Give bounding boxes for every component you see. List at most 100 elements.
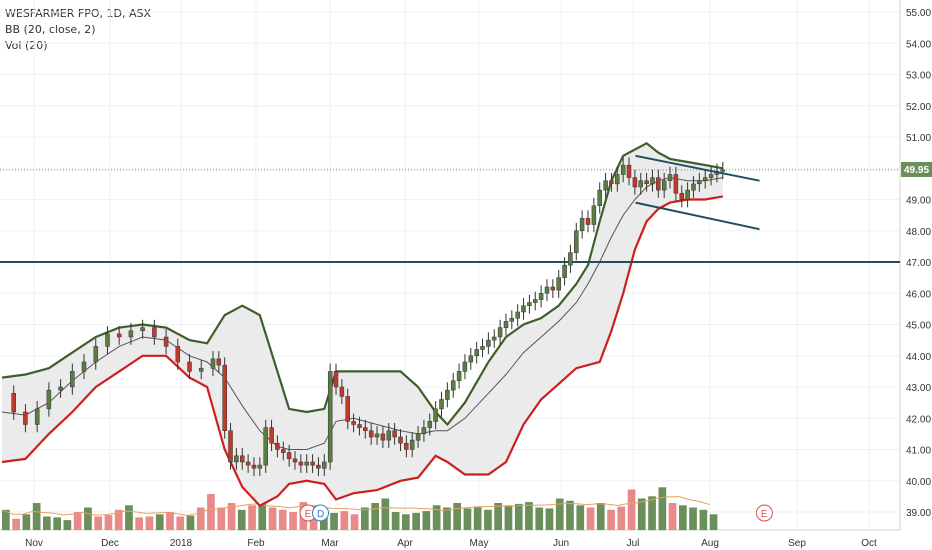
- candle-body: [538, 293, 544, 300]
- candle-body: [480, 346, 485, 350]
- volume-bar: [186, 515, 195, 530]
- candle-body: [468, 355, 474, 363]
- legend-symbol[interactable]: WESFARMER FPO, 1D, ASX: [5, 7, 151, 20]
- y-tick-label: 39.00: [906, 508, 931, 519]
- event-marker-label: E: [761, 509, 768, 520]
- candle-body: [533, 299, 538, 303]
- candle-body: [58, 386, 63, 391]
- dividend-marker: [312, 504, 329, 522]
- volume-bar: [504, 505, 513, 531]
- horizontal-levels[interactable]: [0, 169, 900, 263]
- candle-body: [333, 371, 339, 388]
- chart-legend: WESFARMER FPO, 1D, ASX BB (20, close, 2)…: [5, 6, 151, 54]
- volume-ma-line: [1, 496, 710, 516]
- candle-body: [439, 399, 444, 410]
- y-tick-label: 40.00: [906, 477, 931, 488]
- volume-bar: [473, 506, 482, 530]
- candle-body: [292, 458, 298, 463]
- candle-body: [245, 461, 251, 466]
- candle-body: [128, 330, 134, 338]
- candle-body: [656, 177, 661, 191]
- volume-bar: [648, 496, 656, 531]
- candle-body: [163, 336, 169, 347]
- candle-body: [644, 180, 649, 185]
- volume-bar: [679, 505, 687, 531]
- volume-bar: [104, 515, 113, 530]
- trendlines[interactable]: [635, 154, 760, 231]
- time-axis[interactable]: Nov Dec 2018 Feb Mar Apr May Jun Jul Aug Sep Oct: [25, 538, 877, 549]
- volume-bar: [463, 508, 472, 530]
- candle-body: [409, 439, 415, 450]
- candle-body: [374, 433, 380, 438]
- candle-body: [427, 421, 433, 428]
- volume-bar: [381, 498, 390, 530]
- candle-body: [574, 230, 579, 253]
- candle-body: [269, 427, 274, 444]
- candle-body: [562, 264, 567, 278]
- candle-body: [597, 189, 602, 206]
- volume-bar: [658, 487, 667, 531]
- volume-bar: [330, 512, 338, 530]
- candle-body: [685, 189, 690, 200]
- volume-bar: [63, 520, 72, 530]
- candle-body: [497, 327, 503, 338]
- candle-body: [433, 408, 438, 422]
- volume-bar: [32, 503, 41, 530]
- volume-bar: [535, 507, 544, 530]
- x-tick-label: 2018: [170, 538, 193, 549]
- candle-body: [70, 371, 75, 388]
- volume-bar: [84, 507, 92, 530]
- candle-body: [462, 361, 468, 372]
- x-tick-label: Aug: [701, 538, 719, 549]
- volume-bar: [617, 506, 626, 530]
- x-tick-label: Mar: [321, 538, 339, 549]
- candle-body: [368, 430, 374, 438]
- legend-vol[interactable]: Vol (20): [5, 39, 48, 52]
- volume-bar: [12, 518, 20, 531]
- x-tick-label: Sep: [788, 538, 806, 549]
- volume-bar: [207, 494, 215, 530]
- candle-body: [691, 183, 696, 191]
- candle-body: [603, 180, 608, 191]
- candle-body: [46, 389, 52, 410]
- volume-bar: [94, 516, 102, 530]
- y-tick-label: 45.00: [906, 321, 931, 332]
- candle-body: [620, 164, 626, 175]
- volume-bar: [155, 514, 164, 530]
- bb-basis-line: [1, 177, 723, 450]
- candle-body: [503, 321, 509, 328]
- candle-body: [304, 461, 309, 466]
- candle-body: [216, 358, 222, 366]
- y-tick-label: 41.00: [906, 446, 931, 457]
- candle-body: [697, 180, 702, 185]
- candle-body: [392, 430, 397, 438]
- candle-body: [421, 427, 427, 435]
- volume-bar: [432, 505, 441, 531]
- candle-body: [316, 464, 321, 469]
- candle-body: [23, 411, 28, 425]
- price-axis[interactable]: 55.0054.0053.0052.0051.0050.0049.0048.00…: [906, 8, 931, 519]
- candle-body: [363, 427, 368, 431]
- volume-bars: [1, 487, 718, 531]
- candle-body: [187, 361, 192, 372]
- volume-bar: [53, 517, 61, 530]
- candle-body: [585, 218, 591, 225]
- candle-body: [679, 192, 685, 200]
- candle-body: [175, 346, 181, 363]
- volume-bar: [555, 498, 564, 530]
- event-marker-label: D: [317, 509, 324, 520]
- volume-bar: [196, 507, 205, 530]
- candle-body: [486, 339, 491, 347]
- volume-bar: [350, 514, 359, 530]
- x-tick-label: Nov: [25, 538, 43, 549]
- y-tick-label: 49.00: [906, 196, 931, 207]
- legend-bb[interactable]: BB (20, close, 2): [5, 23, 96, 36]
- volume-bar: [637, 498, 646, 530]
- volume-bar: [514, 503, 523, 530]
- candle-body: [198, 367, 204, 372]
- y-tick-label: 46.00: [906, 289, 931, 300]
- candle-body: [398, 436, 403, 444]
- candle-body: [322, 461, 327, 469]
- y-tick-label: 43.00: [906, 383, 931, 394]
